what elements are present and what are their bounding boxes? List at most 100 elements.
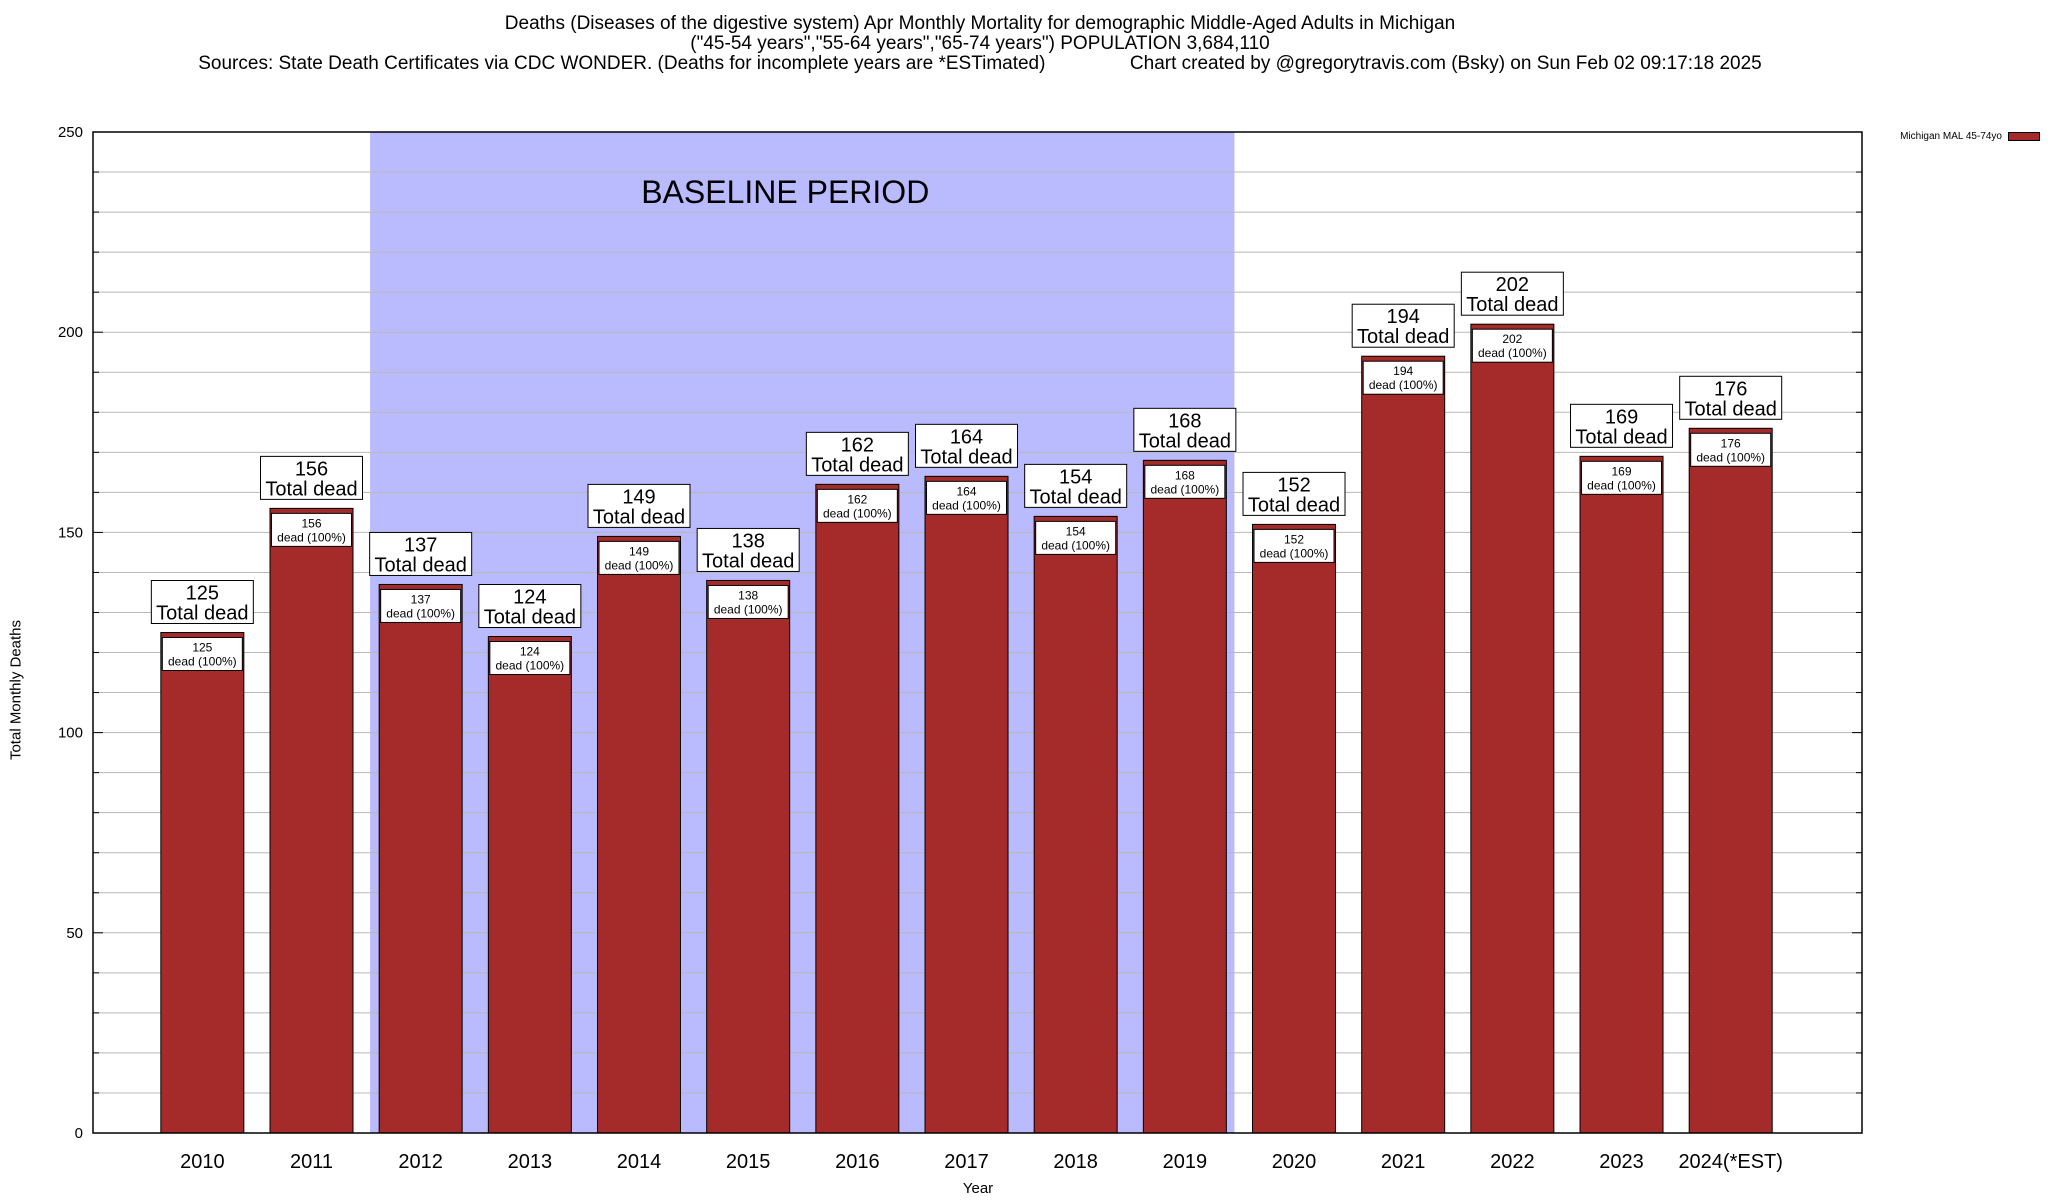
y-axis-label: Total Monthly Deaths [7, 619, 25, 761]
top-label-value: 125 [186, 583, 219, 605]
y-tick-label: 100 [58, 725, 83, 742]
top-label-box [915, 423, 1019, 468]
inner-label-value: 164 [956, 484, 976, 498]
legend: Michigan MAL 45-74yo [1900, 131, 2040, 142]
top-label-text: Total dead [156, 603, 248, 625]
chart-title: Deaths (Diseases of the digestive system… [0, 14, 1960, 74]
bar [597, 535, 682, 1134]
top-label-text: Total dead [1248, 494, 1340, 516]
title-line-2: ("45-54 years","55-64 years","65-74 year… [690, 33, 1270, 54]
bar [1579, 455, 1664, 1134]
inner-label-text: dead (100%) [1587, 478, 1656, 492]
y-tick-label: 250 [58, 124, 83, 141]
inner-label-value: 202 [1502, 332, 1522, 346]
bar [160, 632, 245, 1134]
inner-label-value: 194 [1393, 364, 1413, 378]
y-tick-label: 50 [66, 925, 83, 942]
top-label-box [150, 580, 254, 624]
top-label-box [1570, 403, 1674, 448]
inner-label-box [598, 540, 680, 575]
top-label-box [1460, 271, 1564, 316]
y-tick-label: 0 [75, 1125, 83, 1142]
inner-label-text: dead (100%) [714, 602, 783, 616]
x-tick-label: 2019 [1163, 1151, 1208, 1173]
top-label-box [1242, 471, 1346, 516]
x-tick-label: 2012 [398, 1151, 443, 1173]
plot-frame [92, 131, 1863, 1134]
top-label-box [805, 431, 909, 476]
bar [1688, 427, 1773, 1134]
inner-label-value: 152 [1284, 532, 1304, 546]
x-tick-label: 2017 [944, 1151, 989, 1173]
inner-label-value: 149 [629, 544, 649, 558]
top-label-value: 164 [950, 426, 983, 448]
top-label-text: Total dead [702, 550, 794, 572]
inner-label-box [1690, 432, 1772, 467]
bar [815, 483, 900, 1134]
top-label-value: 168 [1168, 410, 1201, 432]
top-label-box [587, 483, 691, 528]
inner-label-text: dead (100%) [168, 655, 237, 669]
top-label-text: Total dead [593, 506, 685, 528]
inner-label-value: 138 [738, 588, 758, 602]
top-label-text: Total dead [1030, 486, 1122, 508]
inner-label-text: dead (100%) [495, 659, 564, 673]
inner-label-value: 125 [192, 641, 212, 655]
top-label-value: 176 [1714, 378, 1747, 400]
bar [378, 583, 463, 1134]
x-tick-label: 2022 [1490, 1151, 1535, 1173]
top-label-text: Total dead [1685, 398, 1777, 420]
top-label-text: Total dead [375, 554, 467, 576]
y-tick-label: 200 [58, 324, 83, 341]
top-label-text: Total dead [1357, 326, 1449, 348]
inner-label-box [489, 641, 571, 676]
x-tick-label: 2021 [1381, 1151, 1426, 1173]
inner-label-box [1253, 528, 1335, 563]
title-line-1: Deaths (Diseases of the digestive system… [504, 13, 1456, 34]
top-label-box [260, 455, 364, 500]
inner-label-text: dead (100%) [823, 506, 892, 520]
top-label-value: 194 [1386, 306, 1419, 328]
top-label-value: 149 [622, 486, 655, 508]
top-label-text: Total dead [1466, 294, 1558, 316]
inner-label-text: dead (100%) [1696, 450, 1765, 464]
inner-label-box [1362, 360, 1444, 395]
top-label-text: Total dead [1139, 430, 1231, 452]
top-label-text: Total dead [920, 446, 1012, 468]
top-label-text: Total dead [484, 607, 576, 629]
top-label-value: 124 [513, 587, 546, 609]
x-axis-label: Year [962, 1180, 994, 1197]
title-line-3: Sources: State Death Certificates via CD… [198, 53, 1762, 74]
inner-label-text: dead (100%) [1478, 346, 1547, 360]
inner-label-value: 156 [301, 516, 321, 530]
inner-label-value: 124 [520, 645, 540, 659]
inner-label-text: dead (100%) [277, 530, 346, 544]
top-label-box [478, 584, 582, 629]
bar [269, 507, 354, 1134]
inner-label-box [926, 480, 1008, 515]
inner-label-text: dead (100%) [1150, 482, 1219, 496]
bar [1033, 515, 1118, 1134]
top-label-box [696, 527, 800, 572]
x-tick-label: 2024(*EST) [1678, 1151, 1783, 1173]
inner-label-text: dead (100%) [605, 558, 674, 572]
inner-label-box [1581, 460, 1663, 495]
inner-label-box [707, 584, 789, 619]
x-tick-label: 2010 [180, 1151, 225, 1173]
inner-label-box [380, 588, 462, 623]
legend-swatch [2008, 132, 2040, 141]
inner-label-value: 162 [847, 492, 867, 506]
x-tick-label: 2015 [726, 1151, 771, 1173]
top-label-text: Total dead [265, 478, 357, 500]
inner-label-text: dead (100%) [1041, 538, 1110, 552]
inner-label-box [161, 637, 243, 671]
inner-label-box [1471, 328, 1553, 363]
x-tick-label: 2016 [835, 1151, 880, 1173]
top-label-box [1679, 375, 1783, 420]
bar [706, 579, 791, 1134]
x-tick-label: 2013 [508, 1151, 553, 1173]
bar [487, 636, 572, 1134]
x-tick-label: 2018 [1053, 1151, 1098, 1173]
inner-label-value: 176 [1721, 436, 1741, 450]
